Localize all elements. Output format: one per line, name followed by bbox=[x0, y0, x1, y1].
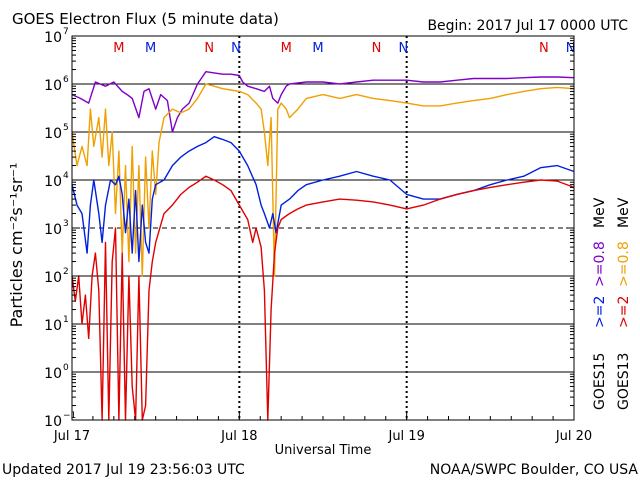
legend-entry-1: >=0.8 bbox=[592, 241, 608, 287]
y-tick-label-0: 10 bbox=[44, 366, 62, 382]
legend-satellite-label: GOES13 bbox=[616, 353, 632, 410]
series-lines bbox=[71, 71, 575, 421]
x-tick-label-3: Jul 20 bbox=[555, 429, 592, 444]
y-tick-exponent--1: −1 bbox=[63, 411, 76, 421]
legend-entry-1: >=0.8 bbox=[616, 241, 632, 287]
y-tick-exponent-5: 5 bbox=[63, 123, 69, 133]
chart-title: GOES Electron Flux (5 minute data) bbox=[12, 10, 279, 28]
y-tick-exponent-0: 0 bbox=[63, 363, 69, 373]
y-axis-label: Particles cm⁻²s⁻¹sr⁻¹ bbox=[7, 163, 26, 328]
legend: GOES15 >=2 >=0.8 MeV GOES13 >=2 >=0.8 MeV bbox=[592, 197, 632, 410]
x-axis-ticks: Jul 17 Jul 18 Jul 19 Jul 20 bbox=[53, 412, 592, 444]
series-line-1 bbox=[71, 83, 575, 277]
marker-7: N bbox=[398, 41, 408, 56]
y-tick-exponent-3: 3 bbox=[63, 219, 69, 229]
x-tick-label-1: Jul 18 bbox=[220, 429, 257, 444]
legend-satellite-label: GOES15 bbox=[592, 353, 608, 410]
series-line-3 bbox=[71, 175, 575, 421]
marker-3: N bbox=[231, 41, 241, 56]
y-tick-label--1: 10 bbox=[44, 414, 62, 430]
y-tick-label-2: 10 bbox=[44, 270, 62, 286]
legend-unit: MeV bbox=[592, 197, 608, 228]
legend-entry-0: >=2 bbox=[592, 296, 608, 328]
begin-time: Begin: 2017 Jul 17 0000 UTC bbox=[427, 18, 628, 34]
marker-8: N bbox=[539, 41, 549, 56]
x-axis-label: Universal Time bbox=[275, 443, 372, 458]
x-tick-label-2: Jul 19 bbox=[387, 429, 424, 444]
credit-text: NOAA/SWPC Boulder, CO USA bbox=[430, 462, 639, 478]
marker-5: M bbox=[312, 41, 323, 56]
marker-2: N bbox=[204, 41, 214, 56]
y-tick-exponent-4: 4 bbox=[63, 171, 69, 181]
x-tick-label-0: Jul 17 bbox=[53, 429, 90, 444]
marker-0: M bbox=[113, 41, 124, 56]
y-tick-exponent-2: 2 bbox=[63, 267, 69, 277]
series-line-2 bbox=[71, 136, 575, 263]
updated-timestamp: Updated 2017 Jul 19 23:56:03 UTC bbox=[2, 462, 245, 478]
y-tick-exponent-6: 6 bbox=[63, 75, 69, 85]
legend-unit: MeV bbox=[616, 197, 632, 228]
y-tick-label-6: 10 bbox=[44, 78, 62, 94]
y-tick-label-4: 10 bbox=[44, 174, 62, 190]
marker-1: M bbox=[145, 41, 156, 56]
marker-9: N bbox=[566, 41, 576, 56]
series-line-0 bbox=[71, 71, 575, 133]
legend-column-goes15: GOES15 >=2 >=0.8 MeV bbox=[592, 197, 608, 410]
marker-6: N bbox=[372, 41, 382, 56]
legend-entry-0: >=2 bbox=[616, 296, 632, 328]
y-tick-label-7: 10 bbox=[44, 30, 62, 46]
legend-column-goes13: GOES13 >=2 >=0.8 MeV bbox=[616, 197, 632, 410]
y-tick-label-5: 10 bbox=[44, 126, 62, 142]
y-tick-label-1: 10 bbox=[44, 318, 62, 334]
marker-4: M bbox=[281, 41, 292, 56]
y-tick-exponent-1: 1 bbox=[63, 315, 69, 325]
y-tick-exponent-7: 7 bbox=[63, 27, 69, 37]
y-tick-label-3: 10 bbox=[44, 222, 62, 238]
day-dividers bbox=[238, 36, 408, 420]
